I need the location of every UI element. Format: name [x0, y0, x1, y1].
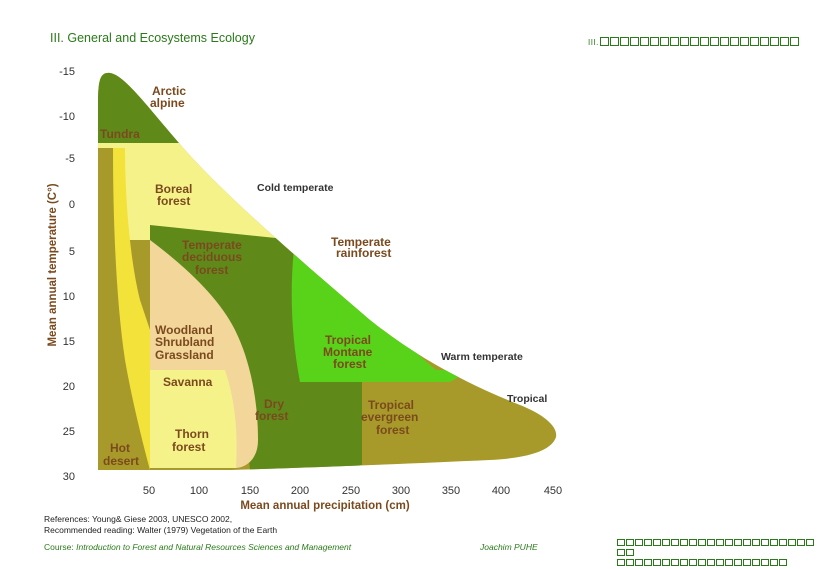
author: Joachim PUHE [480, 542, 538, 552]
axis-baseline [95, 470, 565, 474]
region-dry-forest [255, 382, 362, 465]
x-tick-label: 50 [143, 485, 155, 497]
y-tick-label: 25 [63, 426, 75, 438]
y-tick-label: 0 [69, 199, 75, 211]
label-boreal-forest: forest [157, 194, 190, 208]
biome-labels: Arctic alpine Tundra Boreal forest Tempe… [100, 84, 418, 468]
label-alpine: alpine [150, 96, 185, 110]
y-tick-label: -10 [59, 111, 75, 123]
footer-glyph-boxes [617, 539, 817, 569]
region-tropical-montane [291, 240, 360, 382]
label-thorn: Thorn [175, 427, 209, 441]
label-dry: Dry [264, 397, 284, 411]
label-woodland: Woodland [155, 323, 213, 337]
references-line-2: Recommended reading: Walter (1979) Veget… [44, 524, 278, 535]
label-boreal: Boreal [155, 182, 192, 196]
header-glyph-boxes [599, 37, 799, 47]
label-arctic: Arctic [152, 84, 186, 98]
label-tropical-montane-3: forest [333, 357, 366, 371]
label-tropical-montane-2: Montane [323, 345, 373, 359]
y-tick-label: 15 [63, 336, 75, 348]
label-tundra: Tundra [100, 127, 140, 141]
label-deciduous: deciduous [182, 250, 242, 264]
label-deciduous-forest: forest [195, 263, 228, 277]
x-tick-label: 200 [291, 485, 309, 497]
label-thorn-forest: forest [172, 440, 205, 454]
course-line: Course: Introduction to Forest and Natur… [44, 542, 351, 552]
course-name: Introduction to Forest and Natural Resou… [76, 542, 352, 552]
x-axis-ticks: 50 100 150 200 250 300 350 400 450 [143, 485, 562, 497]
label-tropical-evergreen-1: Tropical [368, 398, 414, 412]
label-temperate: Temperate [182, 238, 242, 252]
references-line-1: References: Young& Giese 2003, UNESCO 20… [44, 514, 233, 524]
label-cold-temperate: Cold temperate [257, 182, 334, 194]
course-prefix: Course: [44, 542, 77, 552]
y-tick-label: 10 [63, 291, 75, 303]
label-tropical-zone: Tropical [507, 393, 547, 405]
label-grassland: Grassland [155, 348, 214, 362]
x-tick-label: 100 [190, 485, 208, 497]
label-tropical-evergreen-2: evergreen [361, 410, 418, 424]
x-tick-label: 400 [492, 485, 510, 497]
y-axis-label: Mean annual temperature (C°) [47, 183, 59, 346]
label-tropical-montane-1: Tropical [325, 333, 371, 347]
region-thorn-forest [150, 370, 237, 468]
label-temperate-rainforest-2: rainforest [336, 246, 391, 260]
region-hot-desert [98, 148, 150, 470]
label-savanna: Savanna [163, 375, 213, 389]
region-tropical-green-strip [300, 370, 470, 382]
x-tick-label: 150 [241, 485, 259, 497]
label-tropical-evergreen-3: forest [376, 423, 409, 437]
y-tick-label: -15 [59, 66, 75, 78]
x-tick-label: 250 [342, 485, 360, 497]
label-dry-forest: forest [255, 409, 288, 423]
label-hot: Hot [110, 441, 130, 455]
label-temperate-rainforest-1: Temperate [331, 235, 391, 249]
y-tick-label: 20 [63, 381, 75, 393]
x-tick-label: 300 [392, 485, 410, 497]
biome-regions [98, 72, 557, 474]
header-right-label: III. [588, 37, 799, 47]
climate-zone-labels: Cold temperate Warm temperate Tropical [257, 182, 547, 405]
slide-title: III. General and Ecosystems Ecology [50, 31, 255, 45]
y-tick-label: 5 [69, 246, 75, 258]
x-axis-label: Mean annual precipitation (cm) [240, 500, 409, 512]
x-tick-label: 350 [442, 485, 460, 497]
y-tick-label: 30 [63, 471, 75, 483]
label-warm-temperate: Warm temperate [441, 351, 523, 363]
y-axis-ticks: -15 -10 -5 0 5 10 15 20 25 30 [59, 66, 75, 483]
label-desert: desert [103, 454, 139, 468]
header-right-text: III. [588, 38, 599, 47]
y-tick-label: -5 [65, 153, 75, 165]
references: References: Young& Giese 2003, UNESCO 20… [44, 514, 277, 535]
label-shrubland: Shrubland [155, 335, 214, 349]
x-tick-label: 450 [544, 485, 562, 497]
